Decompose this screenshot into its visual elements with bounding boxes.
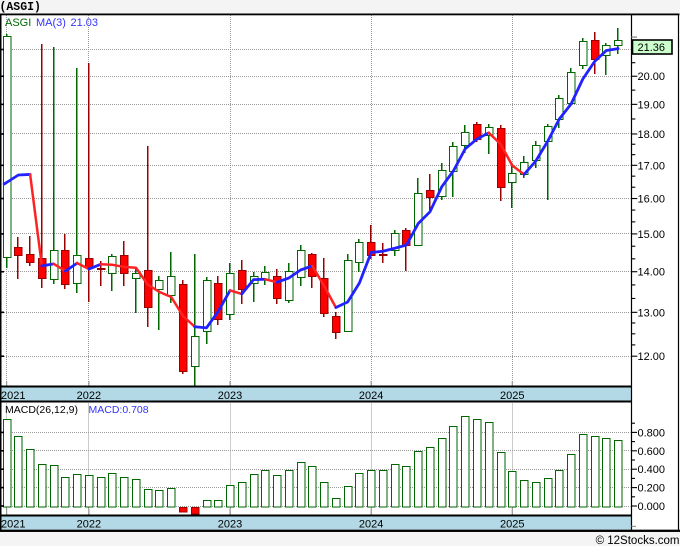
svg-text:ASGI: ASGI: [5, 17, 31, 29]
svg-text:2024: 2024: [359, 390, 383, 402]
svg-text:14.00: 14.00: [638, 267, 666, 279]
svg-text:19.00: 19.00: [638, 99, 666, 111]
svg-text:(ASGI): (ASGI): [0, 1, 41, 14]
svg-text:20.00: 20.00: [638, 71, 666, 83]
svg-text:2023: 2023: [218, 519, 242, 531]
svg-text:2023: 2023: [218, 390, 242, 402]
svg-text:15.00: 15.00: [638, 229, 666, 241]
svg-text:21.36: 21.36: [638, 42, 666, 54]
svg-text:0.600: 0.600: [638, 446, 666, 458]
svg-text:2021: 2021: [1, 390, 25, 402]
svg-text:2025: 2025: [500, 390, 524, 402]
svg-text:MA(3): MA(3): [36, 17, 66, 29]
svg-text:0.800: 0.800: [638, 427, 666, 439]
svg-text:© 12Stocks.com: © 12Stocks.com: [596, 535, 680, 546]
svg-text:2022: 2022: [77, 519, 101, 531]
svg-text:12.00: 12.00: [638, 351, 666, 363]
svg-text:MACD:0.708: MACD:0.708: [89, 404, 149, 416]
svg-text:2022: 2022: [77, 390, 101, 402]
svg-text:21.03: 21.03: [71, 17, 99, 29]
svg-text:MACD(26,12,9): MACD(26,12,9): [5, 404, 78, 416]
svg-text:0.000: 0.000: [638, 501, 666, 513]
svg-text:16.00: 16.00: [638, 194, 666, 206]
svg-text:17.00: 17.00: [638, 160, 666, 172]
svg-text:0.400: 0.400: [638, 464, 666, 476]
svg-text:2021: 2021: [1, 519, 25, 531]
svg-text:2025: 2025: [500, 519, 524, 531]
svg-text:0.200: 0.200: [638, 483, 666, 495]
svg-text:2024: 2024: [359, 519, 383, 531]
svg-text:18.00: 18.00: [638, 129, 666, 141]
svg-text:13.00: 13.00: [638, 307, 666, 319]
